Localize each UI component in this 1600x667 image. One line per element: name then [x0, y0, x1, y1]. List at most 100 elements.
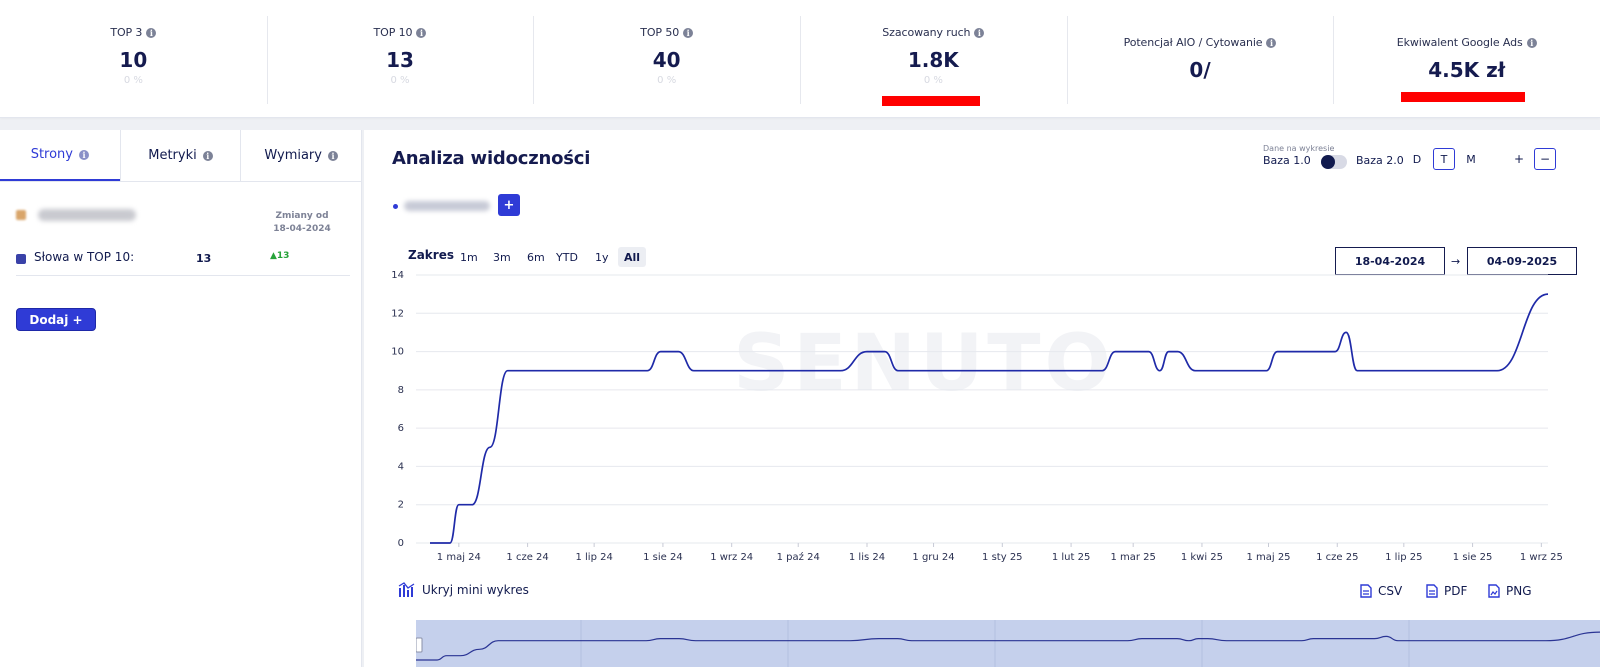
- right-panel: Analiza widoczności Dane na wykresie Baz…: [364, 130, 1600, 667]
- granularity-month-button[interactable]: M: [1466, 152, 1476, 166]
- x-tick-label: 1 paź 24: [777, 551, 820, 563]
- export-csv-button[interactable]: CSV: [1360, 584, 1402, 598]
- kpi-value: 1.8K: [907, 48, 959, 72]
- x-tick-label: 1 sie 24: [643, 552, 683, 563]
- kpi-value: 0/: [1189, 58, 1211, 82]
- zoom-out-button[interactable]: −: [1534, 148, 1556, 170]
- kpi-top10: TOP 10 i 13 0 %: [266, 0, 534, 117]
- tab-label: Strony: [30, 147, 73, 162]
- favicon-icon: [16, 210, 26, 220]
- x-tick-label: 1 wrz 24: [710, 552, 753, 563]
- x-tick-label: 1 lis 24: [849, 552, 885, 563]
- left-tabs: Strony i Metryki i Wymiary i: [0, 130, 361, 182]
- baza2-label: Baza 2.0: [1356, 154, 1404, 167]
- kpi-label: Ekwiwalent Google Ads i: [1397, 36, 1537, 49]
- range-1y-button[interactable]: 1y: [595, 250, 609, 264]
- y-tick-label: 14: [391, 270, 404, 281]
- kpi-label-text: Ekwiwalent Google Ads: [1396, 36, 1523, 49]
- page-title: Analiza widoczności: [392, 148, 591, 169]
- file-csv-icon: [1360, 584, 1372, 598]
- export-label: PDF: [1444, 584, 1468, 598]
- x-tick-label: 1 wrz 25: [1520, 552, 1563, 563]
- granularity-week-button[interactable]: T: [1433, 148, 1455, 170]
- tab-strony[interactable]: Strony i: [0, 130, 120, 181]
- changes-since-date: 18-04-2024: [273, 224, 331, 234]
- range-ytd-button[interactable]: YTD: [556, 250, 578, 264]
- baza-toggle[interactable]: [1321, 155, 1347, 169]
- info-icon[interactable]: i: [146, 27, 157, 38]
- add-button[interactable]: Dodaj +: [16, 308, 96, 331]
- y-tick-label: 0: [398, 538, 404, 549]
- visibility-chart: SENUTO 0 2 4 6 8 10 12 14 1 maj 24 1 cze 24 1 lip 2…: [391, 270, 1563, 563]
- info-icon[interactable]: i: [416, 27, 427, 38]
- info-icon[interactable]: i: [1266, 37, 1277, 48]
- range-3m-button[interactable]: 3m: [493, 250, 511, 264]
- kpi-value: 10: [119, 48, 148, 72]
- date-arrow: →: [1451, 255, 1461, 268]
- mini-handle-left: [416, 637, 423, 653]
- mini-chart-selection: [416, 620, 1600, 667]
- kpi-change: 0 %: [390, 75, 410, 86]
- kpi-label: TOP 10 i: [374, 26, 427, 39]
- x-tick-label: 1 mar 25: [1110, 552, 1155, 563]
- x-tick-label: 1 maj 25: [1246, 552, 1290, 563]
- x-tick-label: 1 cze 25: [1316, 552, 1358, 563]
- zoom-in-button[interactable]: +: [1513, 152, 1525, 166]
- tab-wymiary[interactable]: Wymiary i: [240, 130, 361, 181]
- kpi-aio: Potencjał AIO / Cytowanie i 0/: [1066, 0, 1334, 117]
- kpi-label-text: Potencjał AIO / Cytowanie: [1123, 36, 1263, 49]
- kpi-label-text: TOP 10: [373, 26, 413, 39]
- kpi-value: 4.5K zł: [1428, 58, 1506, 82]
- y-tick-label: 4: [398, 461, 404, 472]
- granularity-day-button[interactable]: D: [1412, 152, 1422, 166]
- kpi-label-text: Szacowany ruch: [882, 26, 971, 39]
- y-tick-label: 10: [391, 347, 404, 358]
- export-label: PNG: [1506, 584, 1532, 598]
- y-tick-label: 8: [398, 385, 404, 396]
- kpi-label-text: TOP 3: [110, 26, 143, 39]
- x-tick-label: 1 lut 25: [1052, 552, 1090, 563]
- info-icon[interactable]: i: [327, 150, 338, 161]
- mini-chart[interactable]: [416, 620, 1600, 667]
- y-tick-label: 12: [391, 308, 404, 319]
- kpi-change: 0 %: [123, 75, 143, 86]
- baza1-label: Baza 1.0: [1263, 154, 1311, 167]
- add-series-button[interactable]: +: [498, 194, 520, 216]
- info-icon[interactable]: i: [202, 150, 213, 161]
- range-label: Zakres: [408, 248, 454, 262]
- kpi-label: TOP 50 i: [640, 26, 694, 39]
- kpi-label: Potencjał AIO / Cytowanie i: [1124, 36, 1277, 49]
- export-pdf-button[interactable]: PDF: [1426, 584, 1467, 598]
- toggle-knob: [1321, 155, 1335, 169]
- hide-mini-chart-button[interactable]: Ukryj mini wykres: [398, 582, 529, 598]
- info-icon[interactable]: i: [974, 27, 985, 38]
- x-tick-label: 1 sie 25: [1453, 552, 1493, 563]
- list-item: Słowa w TOP 10: 13 ▲13: [16, 250, 350, 276]
- x-tick-label: 1 lip 25: [1385, 552, 1422, 563]
- range-6m-button[interactable]: 6m: [527, 250, 545, 264]
- y-tick-label: 6: [398, 423, 404, 434]
- site-name-blurred[interactable]: [38, 209, 136, 221]
- range-all-button[interactable]: All: [618, 247, 647, 267]
- legend-series-blurred[interactable]: [404, 201, 490, 211]
- data-on-chart-label: Dane na wykresie: [1263, 144, 1335, 153]
- info-icon[interactable]: i: [78, 149, 89, 160]
- redaction-bar: [882, 96, 981, 106]
- kpi-value: 13: [386, 48, 414, 72]
- x-tick-label: 1 lip 24: [575, 552, 612, 563]
- info-icon[interactable]: i: [1526, 37, 1537, 48]
- range-1m-button[interactable]: 1m: [460, 250, 478, 264]
- y-tick-label: 2: [398, 500, 404, 511]
- file-image-icon: [1488, 584, 1500, 598]
- kpi-label-text: TOP 50: [640, 26, 680, 39]
- info-icon[interactable]: i: [683, 27, 694, 38]
- changes-since-label: Zmiany od: [275, 211, 329, 221]
- kpi-change: 0 %: [657, 75, 677, 86]
- mini-toggle-label: Ukryj mini wykres: [422, 583, 529, 597]
- series-line: [430, 293, 1549, 544]
- row-delta: ▲13: [270, 251, 290, 261]
- tab-metryki[interactable]: Metryki i: [119, 130, 241, 181]
- export-png-button[interactable]: PNG: [1488, 584, 1532, 598]
